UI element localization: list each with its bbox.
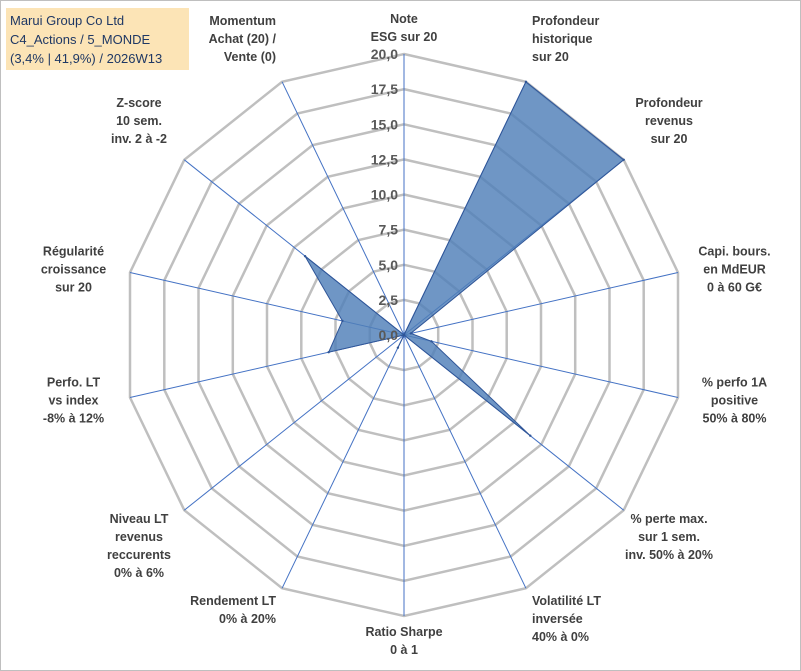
axis-label-line: 0% à 20% <box>219 612 276 626</box>
axis-label-line: Achat (20) / <box>209 32 277 46</box>
axis-label-line: Momentum <box>209 14 276 28</box>
data-point <box>622 158 625 161</box>
data-point <box>402 333 406 337</box>
tick-label: 17,5 <box>371 81 398 97</box>
axis-label: % perfo 1A positive 50% à 80% <box>702 376 767 426</box>
axis-label-line: Ratio Sharpe <box>365 625 442 639</box>
tick-label: 5,0 <box>379 257 399 273</box>
axis-label-line: Vente (0) <box>224 50 276 64</box>
axis-label: Profondeur revenus sur 20 <box>635 96 702 146</box>
axis-label: Momentum Achat (20) / Vente (0) <box>209 14 277 64</box>
axis-label: Profondeur historique sur 20 <box>532 14 599 64</box>
axis-label-line: 0 à 60 G€ <box>707 280 762 294</box>
axis-label-line: 0% à 6% <box>114 566 164 580</box>
axis-label-line: sur 20 <box>651 132 688 146</box>
axis-label-line: inv. 2 à -2 <box>111 132 167 146</box>
axis-label-line: Profondeur <box>532 14 599 28</box>
axis-label-line: positive <box>711 394 758 408</box>
axis-label-line: Régularité <box>43 244 104 258</box>
data-point <box>396 346 400 349</box>
axis-label: Perfo. LT vs index -8% à 12% <box>43 376 104 426</box>
chart-title-stats: (3,4% | 41,9%) / 2026W13 <box>10 51 163 66</box>
axis-label-line: Niveau LT <box>110 512 169 526</box>
axis-label-line: reccurents <box>107 548 171 562</box>
axis-label: Rendement LT 0% à 20% <box>190 594 276 626</box>
axis-spoke <box>403 334 679 398</box>
axis-label-line: inversée <box>532 612 583 626</box>
axis-spoke <box>403 272 679 336</box>
chart-title-box: Marui Group Co Ltd C4_Actions / 5_MONDE … <box>6 8 189 70</box>
tick-label: 20,0 <box>371 46 398 62</box>
data-point <box>327 351 330 354</box>
axis-label-line: revenus <box>115 530 163 544</box>
axis-label-line: sur 20 <box>55 280 92 294</box>
data-point <box>409 332 412 335</box>
axis-label-line: Perfo. LT <box>47 376 101 390</box>
data-point <box>430 340 433 343</box>
axis-label-line: croissance <box>41 262 106 276</box>
axis-label-line: Volatilité LT <box>532 594 601 608</box>
data-point <box>524 80 528 84</box>
tick-label: 0,0 <box>379 327 399 343</box>
axis-spoke <box>183 334 405 511</box>
tick-label: 15,0 <box>371 116 398 132</box>
tick-label: 7,5 <box>379 222 399 238</box>
axis-label-line: Profondeur <box>635 96 702 110</box>
axis-label-line: en MdEUR <box>703 262 766 276</box>
axis-label-line: % perfo 1A <box>702 376 767 390</box>
axis-label-line: inv. 50% à 20% <box>625 548 713 562</box>
axis-label: Z-score 10 sem. inv. 2 à -2 <box>111 96 167 146</box>
axis-label: Régularité croissance sur 20 <box>41 244 106 294</box>
axis-label-line: revenus <box>645 114 693 128</box>
tick-label: 2,5 <box>379 292 399 308</box>
axis-label-line: ESG sur 20 <box>371 30 438 44</box>
axis-label-line: vs index <box>48 394 98 408</box>
tick-label: 12,5 <box>371 151 398 167</box>
chart-title-company: Marui Group Co Ltd <box>10 13 125 28</box>
axis-label-line: sur 20 <box>532 50 569 64</box>
axis-label-line: 0 à 1 <box>390 643 418 657</box>
data-point <box>341 319 344 323</box>
axis-label: Capi. bours. en MdEUR 0 à 60 G€ <box>698 244 770 294</box>
axis-spoke <box>281 81 405 336</box>
axis-label-line: Capi. bours. <box>698 244 770 258</box>
axis-label: Niveau LT revenus reccurents 0% à 6% <box>107 512 171 580</box>
axis-label-line: 10 sem. <box>116 114 162 128</box>
data-point <box>529 434 532 437</box>
axis-label: Volatilité LT inversée 40% à 0% <box>532 594 601 644</box>
axis-label-line: sur 1 sem. <box>638 530 700 544</box>
axis-label: % perte max. sur 1 sem. inv. 50% à 20% <box>625 512 713 562</box>
axis-spoke <box>281 334 405 589</box>
axis-label: Ratio Sharpe 0 à 1 <box>365 625 442 657</box>
tick-label: 10,0 <box>371 187 398 203</box>
axis-label-line: % perte max. <box>630 512 707 526</box>
axis-label-line: 40% à 0% <box>532 630 589 644</box>
axis-spoke <box>403 334 527 589</box>
axis-label-line: 50% à 80% <box>703 412 767 426</box>
data-point <box>303 255 307 258</box>
axis-label-line: Rendement LT <box>190 594 276 608</box>
axis-label-line: Z-score <box>116 96 161 110</box>
axis-label-line: Note <box>390 12 418 26</box>
axis-label-line: historique <box>532 32 592 46</box>
chart-title-category: C4_Actions / 5_MONDE <box>10 32 151 47</box>
axis-label: Note ESG sur 20 <box>371 12 438 44</box>
axis-label-line: -8% à 12% <box>43 412 104 426</box>
